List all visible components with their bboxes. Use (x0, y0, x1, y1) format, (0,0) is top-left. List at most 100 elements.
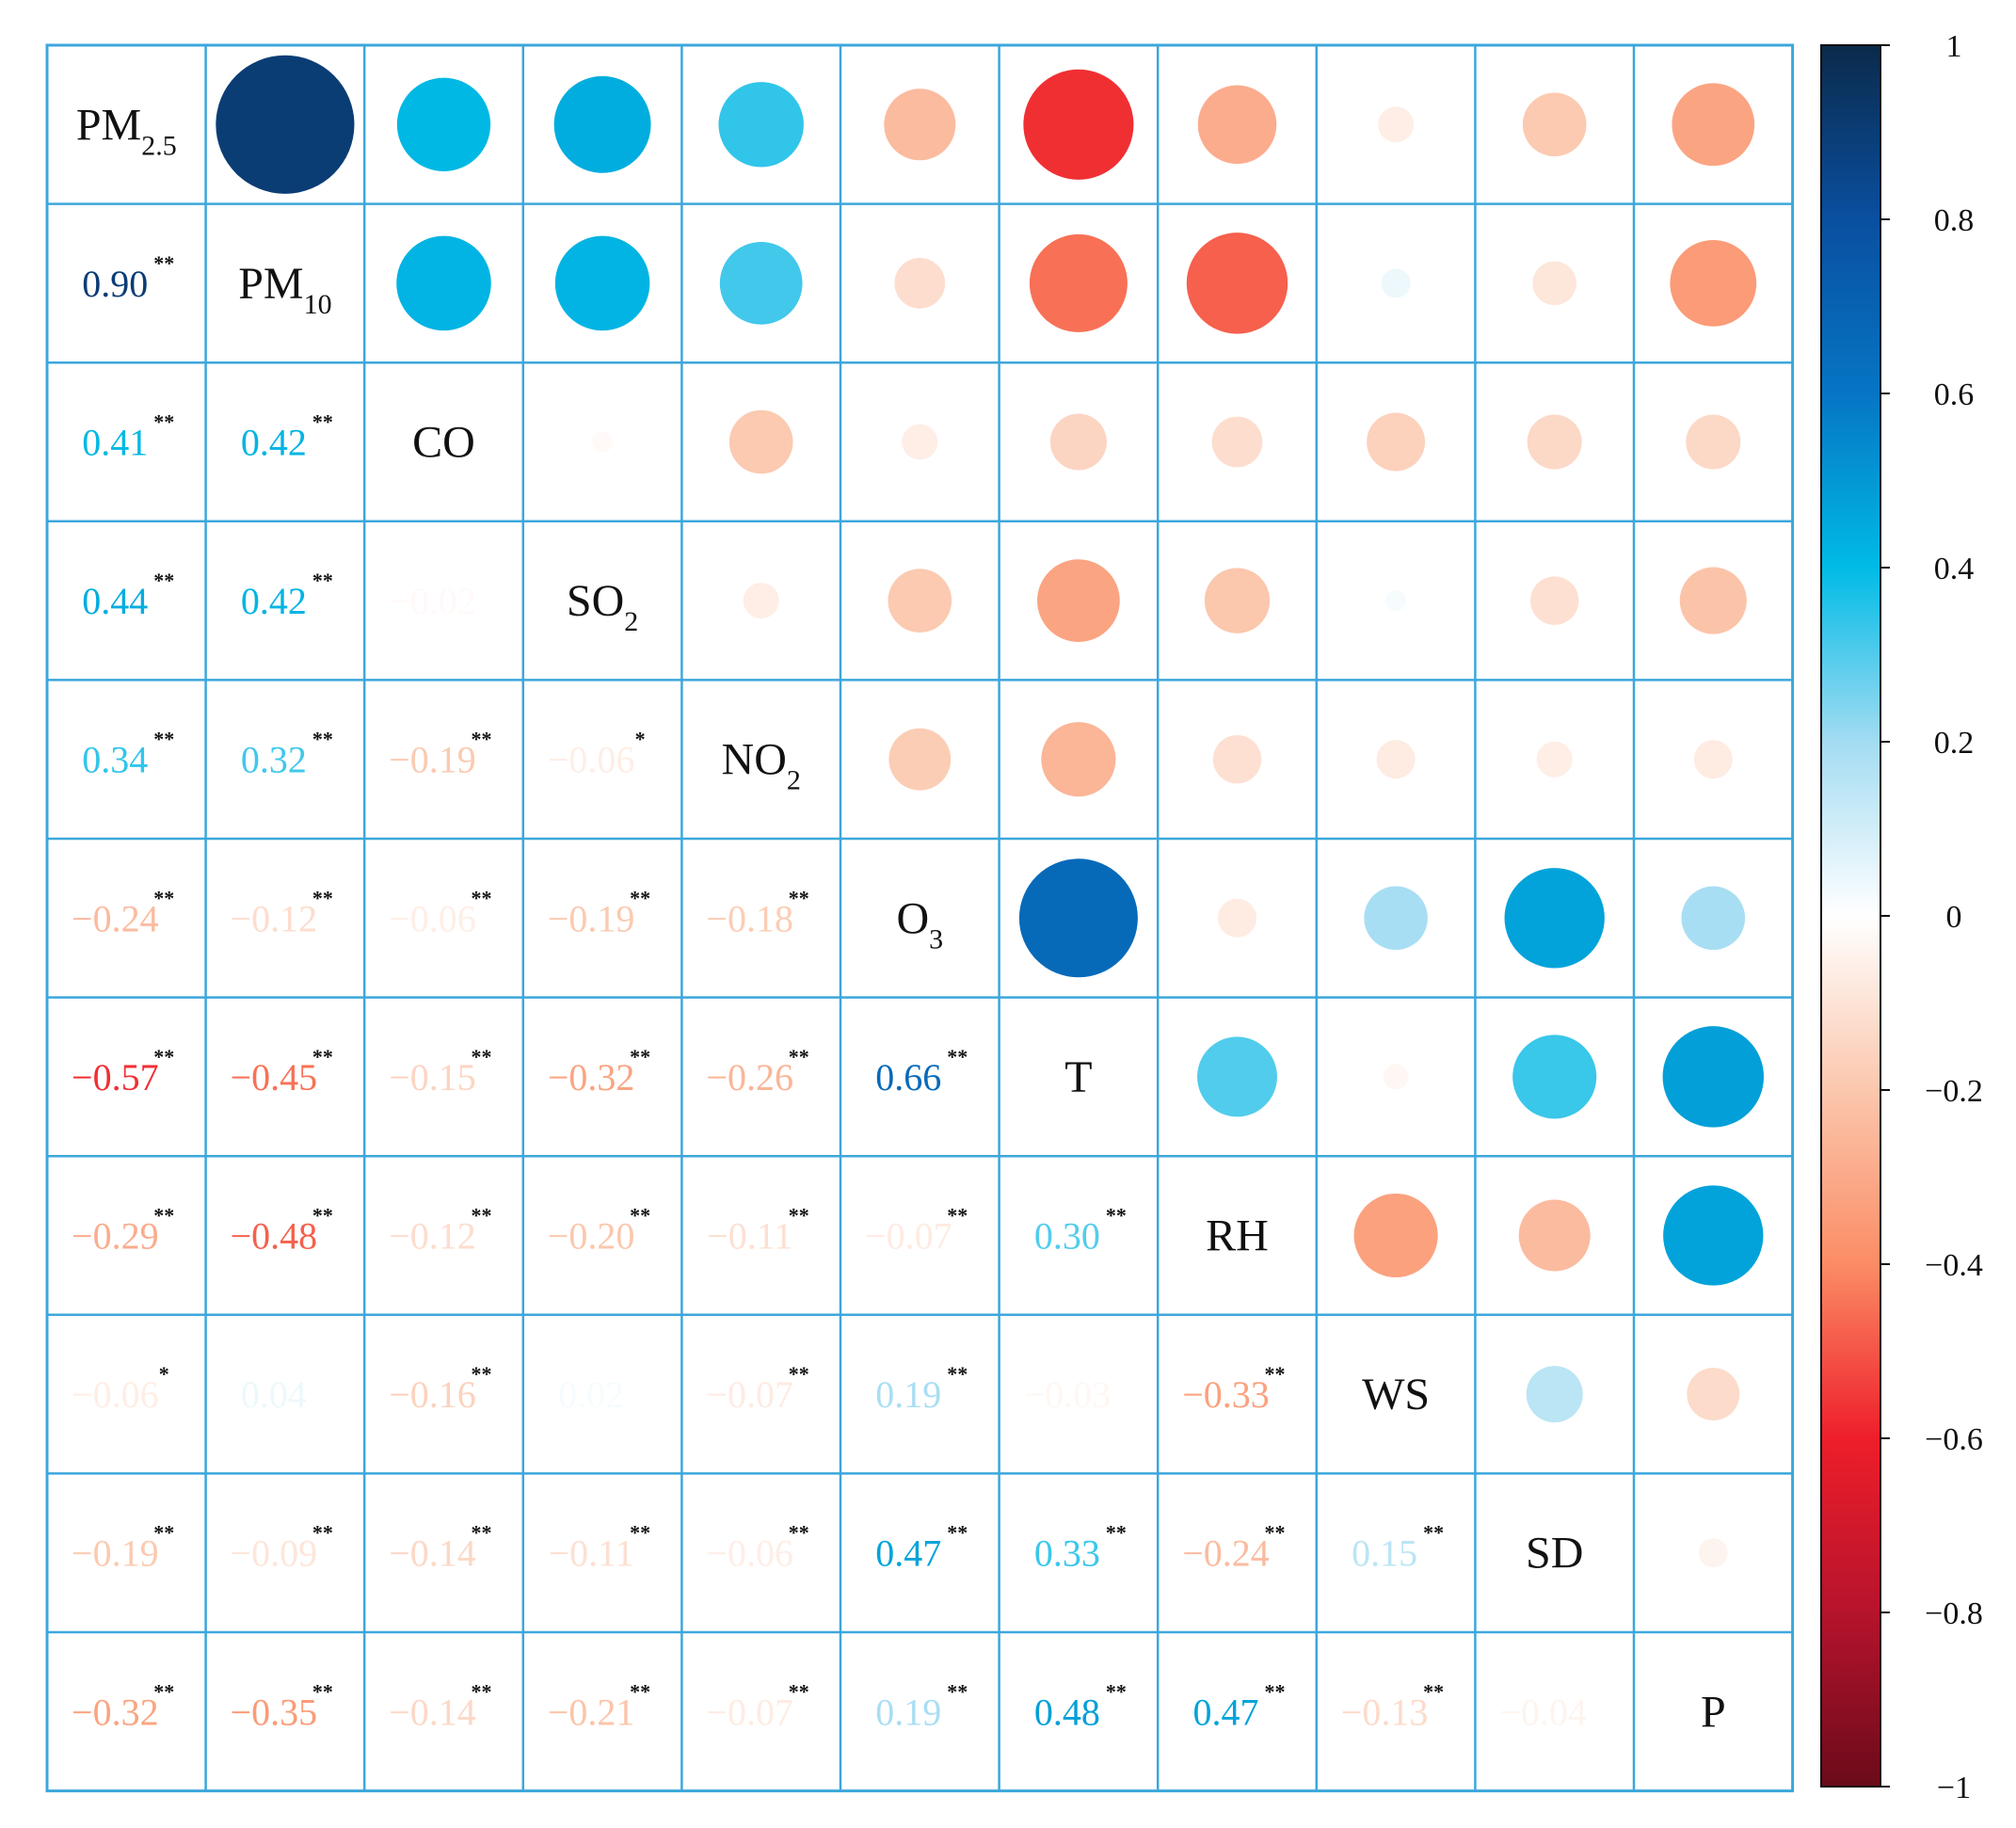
significance-mark: ** (789, 1521, 809, 1545)
correlation-circle (1679, 567, 1747, 634)
colorbar-tick-label: 0.8 (1934, 203, 1975, 238)
significance-mark: ** (630, 886, 650, 909)
correlation-value: 0.33 (1034, 1532, 1100, 1575)
correlation-value: 0.48 (1034, 1691, 1100, 1733)
significance-mark: ** (472, 1679, 492, 1703)
correlation-circle (1687, 1368, 1740, 1421)
correlation-value: −0.29 (72, 1215, 159, 1258)
correlation-circle (1023, 69, 1134, 180)
significance-mark: ** (312, 1521, 333, 1545)
matrix-grid (45, 43, 1795, 1793)
correlation-value: −0.13 (1341, 1691, 1429, 1733)
significance-mark: ** (153, 728, 174, 751)
significance-mark: ** (947, 1204, 968, 1227)
variable-label: PM2.5 (76, 100, 177, 161)
significance-mark: ** (153, 1679, 174, 1703)
correlation-circle (1693, 740, 1733, 779)
correlation-value: 0.34 (82, 739, 148, 781)
correlation-circle (1018, 858, 1138, 978)
correlation-circle (1029, 233, 1128, 332)
correlation-circle (1378, 106, 1415, 143)
correlation-circle (894, 258, 946, 309)
correlation-circle (1504, 868, 1605, 969)
correlation-circle (1197, 85, 1277, 165)
correlation-circle (902, 424, 938, 460)
correlation-circle (554, 235, 650, 331)
correlation-value: −0.35 (231, 1691, 318, 1733)
significance-mark: * (159, 1362, 169, 1386)
correlation-circle (1672, 83, 1755, 167)
significance-mark: ** (947, 1521, 968, 1545)
correlation-value: −0.19 (548, 897, 635, 939)
colorbar-tick-label: 0 (1946, 900, 1962, 935)
significance-mark: ** (153, 410, 174, 434)
significance-mark: ** (153, 886, 174, 909)
variable-label: O3 (896, 893, 943, 954)
significance-mark: ** (630, 1204, 650, 1227)
correlation-circle (1681, 886, 1746, 951)
variable-label: T (1064, 1052, 1092, 1102)
correlation-value: −0.06 (706, 1532, 793, 1575)
correlation-circle (1512, 1034, 1597, 1119)
correlation-value: −0.11 (549, 1532, 634, 1575)
correlation-circle (1197, 1036, 1277, 1117)
significance-mark: ** (472, 1362, 492, 1386)
correlation-value: −0.02 (389, 580, 476, 622)
significance-mark: ** (630, 1521, 650, 1545)
significance-mark: ** (472, 1204, 492, 1227)
significance-mark: ** (947, 1679, 968, 1703)
significance-mark: ** (1265, 1521, 1286, 1545)
variable-label: P (1701, 1687, 1726, 1737)
correlation-circle (1698, 1538, 1728, 1568)
correlation-circle (1532, 261, 1576, 306)
correlation-value: 0.30 (1034, 1215, 1100, 1258)
significance-mark: ** (312, 569, 333, 592)
colorbar-tick-label: −0.6 (1925, 1422, 1983, 1457)
significance-mark: ** (312, 728, 333, 751)
correlation-circle (1367, 412, 1426, 472)
significance-mark: ** (1265, 1679, 1286, 1703)
correlation-circle (1186, 233, 1288, 334)
correlation-value: −0.21 (548, 1691, 635, 1733)
correlation-circle (888, 569, 952, 633)
significance-mark: ** (1106, 1679, 1127, 1703)
variable-label: SO2 (567, 576, 638, 637)
correlation-value: 0.47 (1193, 1691, 1259, 1733)
grid-border (45, 43, 1795, 1793)
significance-mark: ** (153, 1204, 174, 1227)
correlation-value: −0.15 (389, 1056, 476, 1098)
correlation-value: −0.26 (706, 1056, 793, 1098)
correlation-circle (1663, 1185, 1764, 1286)
significance-mark: ** (1423, 1521, 1444, 1545)
correlation-circle (1037, 559, 1120, 642)
correlation-value: −0.24 (1182, 1532, 1270, 1575)
correlation-value: −0.19 (389, 739, 476, 781)
significance-mark: ** (312, 1045, 333, 1068)
correlation-value: −0.09 (231, 1532, 318, 1575)
correlation-value: 0.19 (875, 1691, 941, 1733)
correlation-value: −0.14 (389, 1691, 476, 1733)
significance-mark: ** (947, 1362, 968, 1386)
colorbar-tick-label: 0.4 (1934, 552, 1975, 586)
significance-mark: ** (472, 728, 492, 751)
correlation-value: −0.07 (706, 1373, 793, 1416)
colorbar-tick-label: −0.8 (1925, 1596, 1983, 1631)
correlation-circle (1217, 898, 1257, 938)
significance-mark: ** (630, 1045, 650, 1068)
significance-mark: ** (1106, 1521, 1127, 1545)
correlation-value: −0.11 (707, 1215, 792, 1258)
colorbar (1820, 44, 1881, 1788)
colorbar-tick-label: 1 (1946, 29, 1962, 64)
correlation-value: −0.45 (231, 1056, 318, 1098)
correlation-value: −0.18 (706, 897, 793, 939)
correlation-circle (1662, 1026, 1765, 1128)
significance-mark: ** (312, 1204, 333, 1227)
correlation-value: −0.06 (548, 739, 635, 781)
correlation-value: −0.48 (231, 1215, 318, 1258)
correlation-value: −0.12 (389, 1215, 476, 1258)
variable-label: CO (412, 418, 475, 468)
correlation-value: 0.42 (241, 422, 307, 464)
correlation-circle (719, 242, 803, 325)
variable-label: SD (1526, 1529, 1583, 1579)
correlation-circle (1212, 734, 1262, 784)
